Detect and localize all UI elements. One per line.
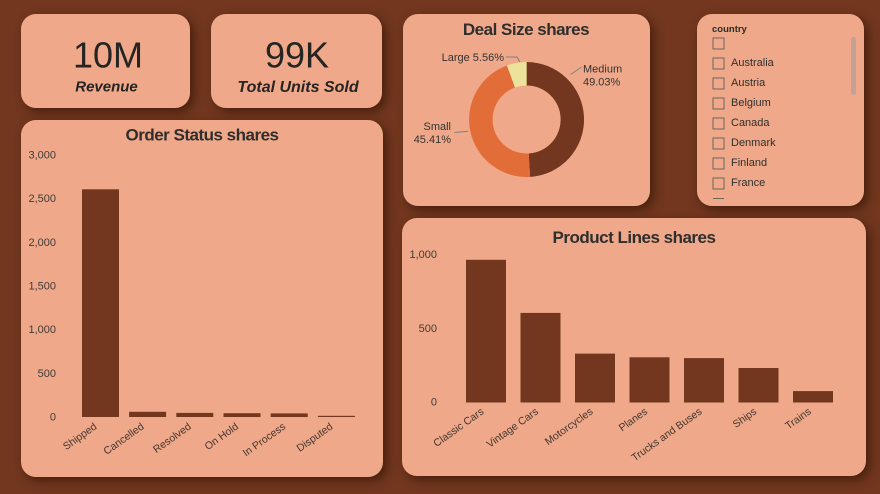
- svg-text:Small: Small: [423, 121, 451, 133]
- svg-text:Australia: Australia: [731, 57, 775, 69]
- svg-text:Resolved: Resolved: [151, 421, 194, 456]
- svg-text:1,000: 1,000: [409, 249, 437, 261]
- svg-text:Revenue: Revenue: [75, 79, 138, 96]
- svg-text:In Process: In Process: [241, 421, 288, 460]
- svg-text:Disputed: Disputed: [295, 421, 336, 455]
- svg-text:Austria: Austria: [731, 77, 766, 89]
- svg-text:Medium: Medium: [583, 64, 622, 76]
- svg-text:1,000: 1,000: [28, 324, 56, 336]
- svg-text:3,000: 3,000: [28, 150, 56, 162]
- svg-text:Cancelled: Cancelled: [101, 421, 146, 458]
- svg-text:1,500: 1,500: [28, 281, 56, 293]
- svg-text:Planes: Planes: [617, 406, 650, 434]
- svg-text:10M: 10M: [73, 35, 143, 76]
- svg-text:99K: 99K: [265, 35, 329, 76]
- svg-text:Classic Cars: Classic Cars: [431, 406, 486, 450]
- svg-text:Vintage Cars: Vintage Cars: [485, 406, 541, 451]
- svg-text:Deal Size shares: Deal Size shares: [463, 20, 589, 39]
- svg-text:2,000: 2,000: [28, 237, 56, 249]
- svg-text:Product Lines shares: Product Lines shares: [553, 228, 716, 247]
- svg-text:500: 500: [38, 368, 56, 380]
- svg-text:49.03%: 49.03%: [583, 77, 621, 89]
- svg-text:Total Units Sold: Total Units Sold: [237, 79, 359, 96]
- svg-text:2,500: 2,500: [28, 193, 56, 205]
- svg-text:Canada: Canada: [731, 117, 770, 129]
- svg-text:Belgium: Belgium: [731, 97, 771, 109]
- svg-text:Ships: Ships: [731, 406, 759, 431]
- svg-text:0: 0: [50, 411, 56, 423]
- svg-text:France: France: [731, 177, 765, 189]
- svg-text:45.41%: 45.41%: [414, 134, 452, 146]
- svg-text:Finland: Finland: [731, 157, 767, 169]
- svg-text:Large 5.56%: Large 5.56%: [442, 52, 505, 64]
- svg-text:On Hold: On Hold: [203, 421, 241, 453]
- svg-text:Order Status shares: Order Status shares: [125, 126, 278, 145]
- svg-text:Trains: Trains: [783, 406, 813, 432]
- svg-text:0: 0: [431, 397, 437, 409]
- svg-text:Motorcycles: Motorcycles: [543, 406, 596, 448]
- svg-text:500: 500: [419, 323, 437, 335]
- svg-text:Shipped: Shipped: [61, 421, 99, 453]
- svg-text:Denmark: Denmark: [731, 137, 776, 149]
- svg-text:country: country: [712, 24, 748, 35]
